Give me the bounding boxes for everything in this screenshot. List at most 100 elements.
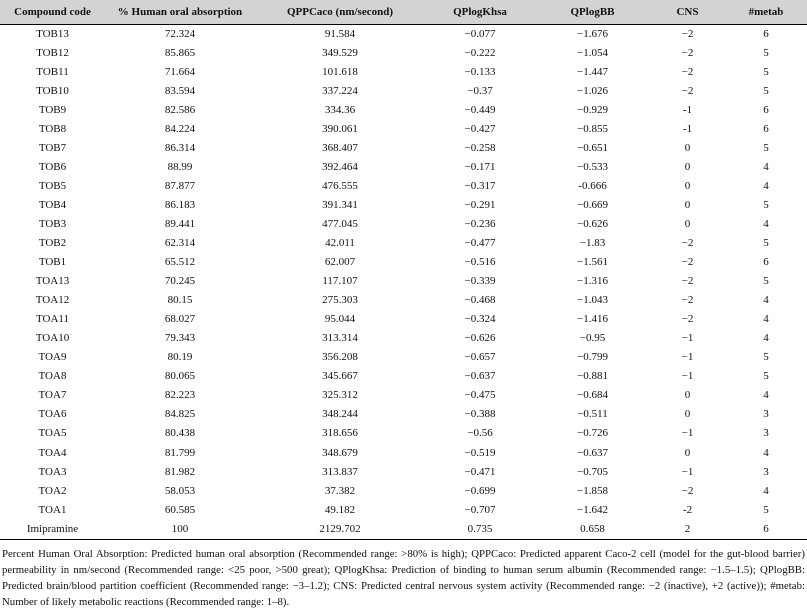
table-row: TOA7 82.223 325.312 −0.475 −0.684 0 4 — [0, 386, 807, 405]
table-row: TOA12 80.15 275.303 −0.468 −1.043 −2 4 — [0, 291, 807, 310]
cns-cell: −2 — [681, 484, 694, 497]
qppcaco-cell: 348.244 — [322, 408, 358, 421]
metab-cell: 3 — [763, 408, 769, 421]
cns-cell: −1 — [681, 351, 694, 364]
qplogbb-cell: −0.533 — [577, 160, 608, 173]
metab-cell: 4 — [763, 160, 769, 173]
table-row: TOA1 60.585 49.182 −0.707 −1.642 -2 5 — [0, 501, 807, 520]
metab-cell: 5 — [763, 84, 769, 97]
table-row: TOB3 89.441 477.045 −0.236 −0.626 0 4 — [0, 215, 807, 234]
table-row: TOA6 84.825 348.244 −0.388 −0.511 0 3 — [0, 405, 807, 424]
metab-cell: 3 — [763, 427, 769, 440]
qplogkhsa-cell: −0.449 — [464, 103, 496, 116]
table-row: TOB6 88.99 392.464 −0.171 −0.533 0 4 — [0, 158, 807, 177]
qplogkhsa-cell: −0.258 — [464, 141, 496, 154]
qppcaco-cell: 2129.702 — [255, 519, 425, 540]
compound-code-cell: Imipramine — [0, 519, 105, 540]
oral-absorption-cell: 86.314 — [164, 141, 196, 154]
oral-absorption-cell: 80.438 — [164, 427, 196, 440]
cns-cell: −2 — [681, 46, 694, 59]
compound-code-cell: TOB12 — [36, 46, 69, 59]
header-qplogbb: QPlogBB — [535, 0, 650, 25]
table-row: TOB10 83.594 337.224 −0.37 −1.026 −2 5 — [0, 82, 807, 101]
qplogkhsa-cell: −0.516 — [464, 256, 496, 269]
qppcaco-cell: 91.584 — [324, 27, 356, 40]
metab-cell: 4 — [763, 217, 769, 230]
oral-absorption-cell: 70.245 — [164, 275, 196, 288]
oral-absorption-cell: 100 — [105, 519, 255, 540]
cns-cell: −2 — [681, 236, 694, 249]
cns-cell: 0 — [684, 160, 691, 173]
oral-absorption-cell: 85.865 — [164, 46, 196, 59]
table-row: TOB1 65.512 62.007 −0.516 −1.561 −2 6 — [0, 253, 807, 272]
oral-absorption-cell: 58.053 — [164, 484, 196, 497]
qplogbb-cell: −1.642 — [577, 503, 608, 516]
cns-cell: −1 — [681, 370, 694, 383]
metab-cell: 5 — [763, 275, 769, 288]
metab-cell: 6 — [725, 519, 807, 540]
qplogbb-cell: −0.669 — [577, 198, 608, 211]
compound-code-cell: TOA3 — [38, 465, 67, 478]
qppcaco-cell: 392.464 — [322, 160, 358, 173]
compound-code-cell: TOA7 — [38, 389, 67, 402]
compound-code-cell: TOA10 — [35, 332, 70, 345]
compound-code-cell: TOB5 — [38, 179, 67, 192]
qplogbb-cell: −0.684 — [577, 389, 608, 402]
oral-absorption-cell: 87.877 — [164, 179, 196, 192]
qplogkhsa-cell: −0.317 — [464, 179, 496, 192]
qplogbb-cell: −0.626 — [577, 217, 608, 230]
qplogkhsa-cell: −0.427 — [464, 122, 496, 135]
metab-cell: 4 — [763, 332, 769, 345]
qppcaco-cell: 313.837 — [322, 465, 358, 478]
compound-code-cell: TOA5 — [38, 427, 67, 440]
compound-code-cell: TOB11 — [36, 65, 69, 78]
metab-cell: 4 — [763, 313, 769, 326]
metab-cell: 5 — [763, 141, 769, 154]
cns-cell: −1 — [681, 427, 694, 440]
qplogbb-cell: −1.676 — [577, 27, 608, 40]
table-header-row: Compound code % Human oral absorption QP… — [0, 0, 807, 25]
qplogbb-cell: −0.511 — [577, 408, 608, 421]
qppcaco-cell: 368.407 — [322, 141, 358, 154]
qppcaco-cell: 356.208 — [322, 351, 358, 364]
oral-absorption-cell: 88.99 — [167, 160, 193, 173]
qppcaco-cell: 37.382 — [324, 484, 356, 497]
qppcaco-cell: 345.667 — [322, 370, 358, 383]
metab-cell: 4 — [763, 484, 769, 497]
metab-cell: 5 — [763, 370, 769, 383]
compound-code-cell: TOB8 — [38, 122, 67, 135]
cns-cell: -2 — [682, 503, 693, 516]
cns-cell: 2 — [650, 519, 725, 540]
qppcaco-cell: 49.182 — [324, 503, 356, 516]
qplogbb-cell: −0.95 — [579, 332, 606, 345]
qppcaco-cell: 101.618 — [322, 65, 358, 78]
metab-cell: 5 — [763, 65, 769, 78]
cns-cell: 0 — [684, 446, 691, 459]
table-row: TOB5 87.877 476.555 −0.317 -0.666 0 4 — [0, 177, 807, 196]
qplogkhsa-cell: −0.324 — [464, 313, 496, 326]
qppcaco-cell: 42.011 — [325, 236, 355, 249]
qplogbb-cell: −0.929 — [577, 103, 608, 116]
header-human-oral-absorption: % Human oral absorption — [105, 0, 255, 25]
compound-code-cell: TOB6 — [38, 160, 67, 173]
qppcaco-cell: 117.107 — [322, 275, 358, 288]
table-footnote: Percent Human Oral Absorption: Predicted… — [2, 547, 805, 608]
qplogkhsa-cell: −0.626 — [464, 332, 496, 345]
oral-absorption-cell: 72.324 — [164, 27, 196, 40]
oral-absorption-cell: 80.15 — [167, 294, 193, 307]
compound-code-cell: TOB9 — [38, 103, 67, 116]
qplogbb-cell: −0.637 — [577, 446, 608, 459]
qplogkhsa-cell: −0.56 — [467, 427, 493, 440]
qppcaco-cell: 476.555 — [322, 179, 358, 192]
qplogbb-cell: −0.881 — [577, 370, 608, 383]
qplogkhsa-cell: −0.222 — [464, 46, 496, 59]
oral-absorption-cell: 68.027 — [164, 313, 196, 326]
cns-cell: −2 — [681, 65, 694, 78]
cns-cell: -1 — [682, 103, 693, 116]
qplogbb-cell: −1.416 — [577, 313, 608, 326]
qppcaco-cell: 349.529 — [322, 46, 358, 59]
table-row: TOB13 72.324 91.584 −0.077 −1.676 −2 6 — [0, 24, 807, 44]
table-row: TOA8 80.065 345.667 −0.637 −0.881 −1 5 — [0, 367, 807, 386]
qplogbb-cell: −0.651 — [577, 141, 608, 154]
